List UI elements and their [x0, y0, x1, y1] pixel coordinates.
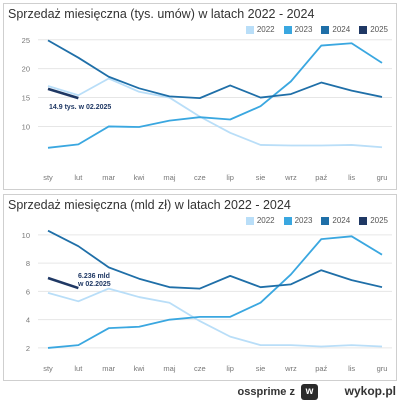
series-line-2023 — [47, 42, 383, 149]
chart-plot-value: 2 4 6 8 10 sty lut mar kwi maj cze lip sie wrz paź lis g… — [22, 229, 392, 373]
y-tick-label: 8 — [26, 259, 30, 268]
legend-swatch-2023 — [283, 25, 292, 34]
chart-plot-contracts: 10 15 20 25 sty lut mar kwi maj cze lip sie wrz paź li… — [22, 36, 392, 182]
x-tick-label: sty — [43, 173, 53, 182]
legend-label: 2025 — [370, 25, 388, 34]
x-tick-label: paź — [315, 173, 327, 182]
legend-item-2024: 2024 — [321, 25, 350, 34]
legend-label: 2023 — [294, 216, 313, 225]
y-tick-label: 6 — [26, 287, 30, 296]
y-tick-label: 20 — [22, 65, 30, 74]
x-tick-label: lip — [226, 173, 234, 182]
x-tick-label: wrz — [284, 364, 297, 373]
legend-swatch-2024 — [321, 25, 330, 34]
legend-swatch-2025 — [359, 216, 368, 225]
site-logo-text[interactable]: wykop.pl — [344, 384, 396, 398]
x-tick-label: maj — [163, 173, 175, 182]
x-tick-label: gru — [377, 364, 388, 373]
watermark-footer: ossprime z w wykop.pl — [0, 382, 400, 403]
legend-item-2025: 2025 — [359, 216, 388, 225]
series-line-2024 — [47, 229, 383, 290]
y-tick-label: 25 — [22, 36, 30, 45]
legend-item-2025: 2025 — [359, 25, 388, 34]
x-tick-label: mar — [102, 364, 115, 373]
legend-item-2022: 2022 — [245, 216, 275, 225]
legend-swatch-2025 — [359, 25, 368, 34]
author-name: ossprime z — [237, 386, 295, 398]
legend-label: 2024 — [332, 216, 351, 225]
chart-legend: 2022 2023 2024 2025 — [245, 25, 388, 34]
x-tick-label: sie — [256, 364, 266, 373]
y-tick-label: 10 — [22, 122, 30, 131]
wykop-logo-icon: w — [301, 384, 318, 400]
x-tick-label: lip — [226, 364, 234, 373]
series-line-2025 — [47, 276, 79, 290]
annotation-label: 14.9 tys. w 02.2025 — [49, 104, 111, 111]
chart-panel-contracts: Sprzedaż miesięczna (tys. umów) w latach… — [3, 3, 397, 190]
x-tick-label: wrz — [284, 173, 297, 182]
x-tick-label: paź — [315, 364, 327, 373]
series-line-2023 — [47, 235, 383, 349]
x-tick-label: sie — [256, 173, 266, 182]
x-tick-label: lis — [348, 364, 355, 373]
x-tick-label: cze — [194, 364, 206, 373]
legend-item-2024: 2024 — [321, 216, 350, 225]
series-line-2022 — [47, 287, 383, 348]
x-tick-label: gru — [377, 173, 388, 182]
legend-item-2022: 2022 — [245, 25, 275, 34]
x-tick-label: lis — [348, 173, 355, 182]
chart-panel-value: Sprzedaż miesięczna (mld zł) w latach 20… — [3, 194, 397, 381]
legend-swatch-2024 — [321, 216, 330, 225]
x-tick-label: sty — [43, 364, 53, 373]
series-line-2025 — [47, 87, 79, 100]
legend-label: 2022 — [256, 25, 275, 34]
legend-item-2023: 2023 — [283, 216, 313, 225]
series-line-2024 — [47, 39, 383, 100]
x-tick-label: maj — [163, 364, 175, 373]
series-line-2022 — [47, 77, 383, 149]
legend-swatch-2022 — [245, 25, 254, 34]
legend-label: 2022 — [256, 216, 275, 225]
annotation-label: 6.236 mld — [78, 273, 110, 280]
legend-label: 2023 — [294, 25, 313, 34]
y-tick-label: 4 — [26, 316, 30, 325]
x-tick-label: lut — [74, 364, 83, 373]
y-tick-label: 10 — [22, 231, 30, 240]
legend-label: 2025 — [370, 216, 388, 225]
chart-title: Sprzedaż miesięczna (mld zł) w latach 20… — [8, 198, 291, 212]
legend-label: 2024 — [332, 25, 351, 34]
y-tick-label: 15 — [22, 94, 30, 103]
chart-legend: 2022 2023 2024 2025 — [245, 216, 388, 225]
y-tick-label: 2 — [26, 344, 30, 353]
legend-item-2023: 2023 — [283, 25, 313, 34]
legend-swatch-2023 — [283, 216, 292, 225]
x-tick-label: lut — [74, 173, 83, 182]
chart-title: Sprzedaż miesięczna (tys. umów) w latach… — [8, 7, 315, 21]
x-tick-label: cze — [194, 173, 206, 182]
x-tick-label: kwi — [134, 173, 145, 182]
x-tick-label: mar — [102, 173, 115, 182]
annotation-label: w 02.2025 — [77, 281, 111, 288]
legend-swatch-2022 — [245, 216, 254, 225]
x-tick-label: kwi — [134, 364, 145, 373]
